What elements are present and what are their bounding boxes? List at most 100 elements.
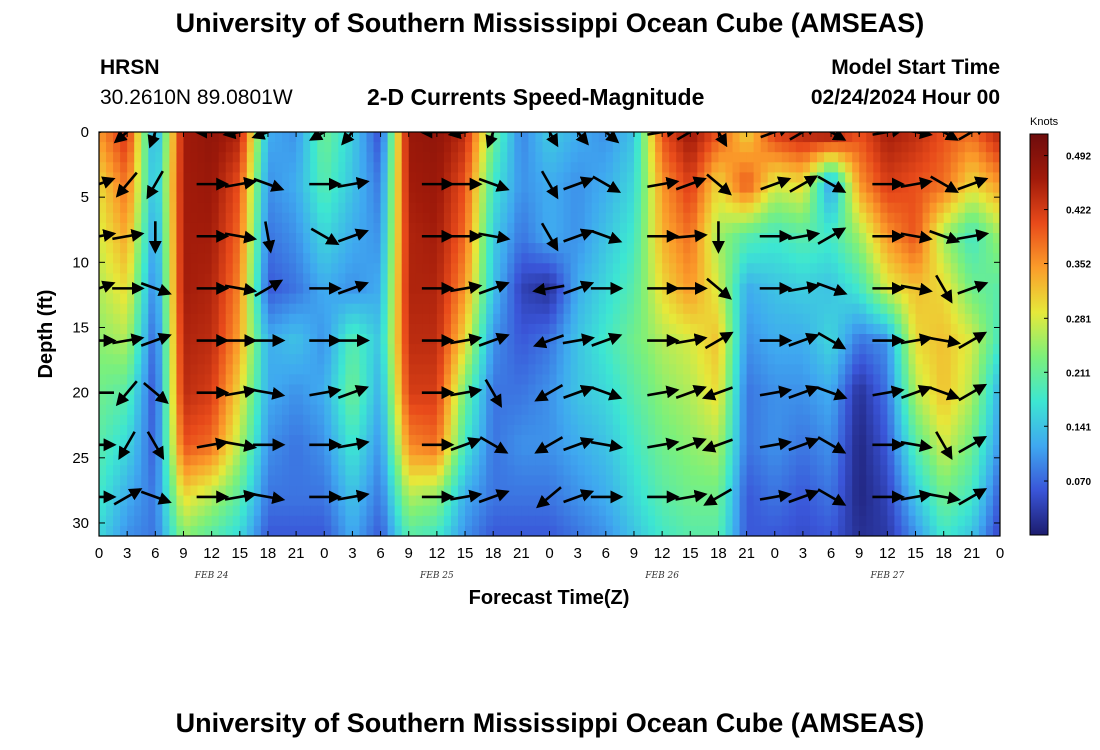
heatmap-cell bbox=[211, 515, 220, 527]
heatmap-cell bbox=[718, 192, 727, 204]
heatmap-cell bbox=[141, 465, 149, 476]
heatmap-cell bbox=[922, 323, 931, 335]
heatmap-cell bbox=[563, 445, 572, 456]
heatmap-cell bbox=[971, 132, 980, 143]
heatmap-cell bbox=[500, 263, 508, 274]
heatmap-cell bbox=[246, 202, 255, 214]
heatmap-cell bbox=[528, 475, 537, 487]
heatmap-cell bbox=[577, 222, 586, 234]
heatmap-cell bbox=[500, 465, 508, 476]
heatmap-cell bbox=[486, 424, 494, 436]
heatmap-cell bbox=[816, 162, 825, 173]
heatmap-cell bbox=[486, 455, 494, 466]
heatmap-cell bbox=[598, 424, 607, 436]
heatmap-cell bbox=[317, 505, 325, 517]
heatmap-cell bbox=[260, 192, 269, 204]
heatmap-cell bbox=[169, 364, 178, 375]
heatmap-cell bbox=[162, 455, 170, 466]
heatmap-cell bbox=[887, 354, 896, 365]
heatmap-cell bbox=[795, 132, 804, 143]
heatmap-cell bbox=[162, 293, 170, 305]
heatmap-cell bbox=[169, 435, 178, 446]
heatmap-cell bbox=[289, 394, 297, 406]
heatmap-cell bbox=[662, 263, 670, 274]
heatmap-cell bbox=[908, 202, 917, 214]
heatmap-cell bbox=[788, 273, 797, 285]
heatmap-cell bbox=[162, 172, 170, 184]
heatmap-cell bbox=[387, 253, 396, 264]
heatmap-cell bbox=[683, 344, 691, 355]
heatmap-cell bbox=[591, 303, 600, 315]
heatmap-cell bbox=[289, 283, 297, 295]
heatmap-cell bbox=[676, 344, 684, 355]
heatmap-cell bbox=[345, 172, 354, 184]
heatmap-cell bbox=[605, 414, 614, 426]
heatmap-cell bbox=[457, 293, 466, 305]
heatmap-cell bbox=[282, 465, 290, 476]
heatmap-cell bbox=[380, 394, 389, 406]
heatmap-cell bbox=[450, 323, 459, 335]
heatmap-cell bbox=[345, 505, 354, 517]
heatmap-cell bbox=[697, 132, 705, 143]
heatmap-cell bbox=[718, 495, 727, 507]
heatmap-cell bbox=[535, 354, 544, 365]
heatmap-cell bbox=[317, 313, 325, 325]
heatmap-cell bbox=[985, 142, 994, 153]
heatmap-cell bbox=[253, 445, 262, 456]
heatmap-cell bbox=[619, 162, 628, 173]
heatmap-cell bbox=[99, 515, 107, 527]
heatmap-cell bbox=[387, 364, 396, 375]
heatmap-cell bbox=[802, 394, 811, 406]
heatmap-cell bbox=[352, 344, 361, 355]
heatmap-cell bbox=[626, 475, 635, 487]
heatmap-cell bbox=[866, 394, 874, 406]
heatmap-cell bbox=[549, 445, 558, 456]
heatmap-cell bbox=[655, 212, 663, 224]
heatmap-cell bbox=[317, 182, 325, 194]
heatmap-cell bbox=[908, 505, 917, 517]
heatmap-cell bbox=[760, 515, 769, 527]
heatmap-cell bbox=[781, 424, 790, 436]
heatmap-cell bbox=[415, 303, 424, 315]
heatmap-cell bbox=[683, 515, 691, 527]
heatmap-cell bbox=[296, 465, 304, 476]
heatmap-cell bbox=[338, 283, 346, 295]
heatmap-cell bbox=[134, 445, 142, 456]
heatmap-cell bbox=[824, 485, 832, 497]
heatmap-cell bbox=[662, 495, 670, 507]
heatmap-cell bbox=[648, 465, 656, 476]
heatmap-cell bbox=[479, 485, 487, 497]
heatmap-cell bbox=[845, 435, 853, 446]
heatmap-cell bbox=[500, 374, 508, 386]
heatmap-cell bbox=[584, 414, 593, 426]
heatmap-cell bbox=[239, 273, 248, 285]
heatmap-cell bbox=[978, 394, 987, 406]
heatmap-cell bbox=[352, 313, 361, 325]
heatmap-cell bbox=[760, 212, 769, 224]
heatmap-cell bbox=[401, 132, 410, 143]
heatmap-cell bbox=[985, 253, 994, 264]
heatmap-cell bbox=[211, 465, 220, 476]
heatmap-cell bbox=[479, 212, 487, 224]
heatmap-cell bbox=[429, 404, 438, 416]
heatmap-cell bbox=[436, 323, 445, 335]
heatmap-cell bbox=[760, 293, 769, 305]
heatmap-cell bbox=[274, 172, 283, 184]
heatmap-cell bbox=[718, 414, 727, 426]
heatmap-cell bbox=[598, 142, 607, 153]
heatmap-cell bbox=[106, 475, 114, 487]
heatmap-cell bbox=[964, 313, 973, 325]
heatmap-cell bbox=[408, 152, 417, 163]
heatmap-cell bbox=[246, 424, 255, 436]
heatmap-cell bbox=[303, 283, 311, 295]
heatmap-cell bbox=[99, 303, 107, 315]
heatmap-cell bbox=[584, 152, 593, 163]
heatmap-cell bbox=[324, 505, 332, 517]
heatmap-cell bbox=[598, 354, 607, 365]
heatmap-cell bbox=[887, 485, 896, 497]
heatmap-cell bbox=[753, 455, 762, 466]
heatmap-cell bbox=[718, 233, 727, 244]
heatmap-cell bbox=[338, 243, 346, 254]
heatmap-cell bbox=[310, 475, 318, 487]
heatmap-cell bbox=[711, 142, 720, 153]
